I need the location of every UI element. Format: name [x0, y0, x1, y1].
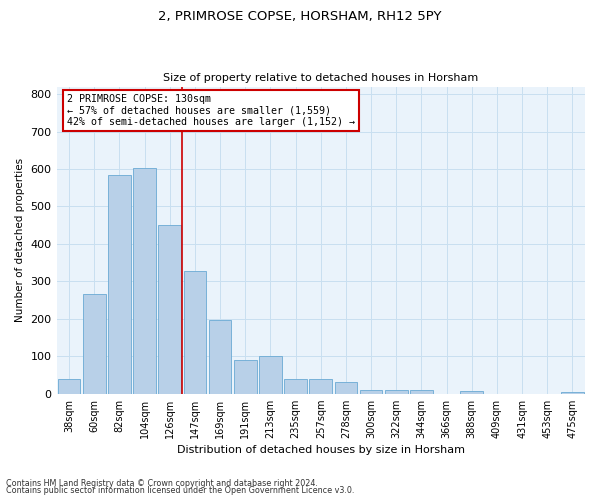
- Bar: [259, 356, 282, 394]
- Bar: [158, 225, 181, 394]
- Bar: [561, 392, 584, 394]
- Text: Contains public sector information licensed under the Open Government Licence v3: Contains public sector information licen…: [6, 486, 355, 495]
- Bar: [58, 380, 80, 394]
- Bar: [184, 271, 206, 394]
- Text: 2 PRIMROSE COPSE: 130sqm
← 57% of detached houses are smaller (1,559)
42% of sem: 2 PRIMROSE COPSE: 130sqm ← 57% of detach…: [67, 94, 355, 128]
- X-axis label: Distribution of detached houses by size in Horsham: Distribution of detached houses by size …: [177, 445, 465, 455]
- Bar: [385, 390, 407, 394]
- Text: 2, PRIMROSE COPSE, HORSHAM, RH12 5PY: 2, PRIMROSE COPSE, HORSHAM, RH12 5PY: [158, 10, 442, 23]
- Bar: [284, 380, 307, 394]
- Bar: [83, 294, 106, 394]
- Bar: [335, 382, 357, 394]
- Bar: [209, 320, 232, 394]
- Text: Contains HM Land Registry data © Crown copyright and database right 2024.: Contains HM Land Registry data © Crown c…: [6, 478, 318, 488]
- Bar: [234, 360, 257, 394]
- Bar: [108, 174, 131, 394]
- Bar: [460, 390, 483, 394]
- Y-axis label: Number of detached properties: Number of detached properties: [15, 158, 25, 322]
- Bar: [410, 390, 433, 394]
- Bar: [133, 168, 156, 394]
- Bar: [360, 390, 382, 394]
- Bar: [310, 380, 332, 394]
- Title: Size of property relative to detached houses in Horsham: Size of property relative to detached ho…: [163, 73, 478, 83]
